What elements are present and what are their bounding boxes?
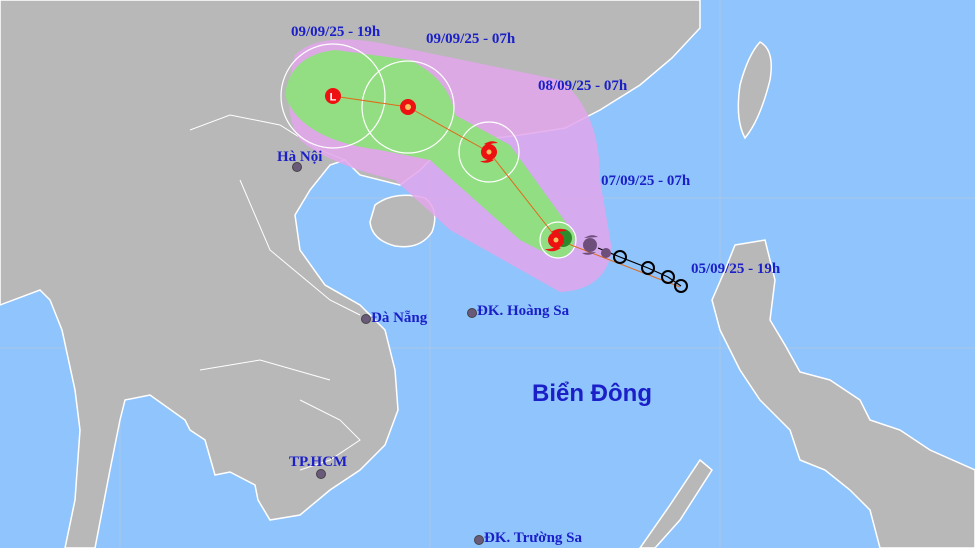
city-marker-da-nang [361, 314, 371, 324]
borders [189, 114, 361, 471]
track-label-09-19h: 09/09/25 - 19h [291, 24, 381, 40]
city-marker-tphcm [316, 469, 326, 479]
past-position-circle-icon [613, 250, 688, 293]
hainan-island [369, 194, 436, 248]
past-storm-icon [582, 235, 611, 258]
marker-hoang-sa [467, 308, 477, 318]
wind-radius-circles [280, 43, 577, 259]
city-marker-ha-noi [292, 162, 302, 172]
taiwan-island [737, 41, 772, 140]
philippines [711, 239, 975, 548]
storm-current-icon [545, 228, 572, 252]
low-pressure-L-icon: L [325, 88, 341, 104]
tropical-depression-icon [400, 99, 416, 115]
city-label-tphcm: TP.HCM [289, 454, 348, 470]
city-label-ha-noi: Hà Nội [277, 149, 323, 165]
storm-icon [480, 141, 498, 163]
svg-text:L: L [330, 92, 337, 104]
track-label-09-07h: 09/09/25 - 07h [426, 31, 516, 47]
label-truong-sa: ĐK. Trường Sa [484, 530, 583, 546]
track-label-05-19h: 05/09/25 - 19h [691, 261, 781, 277]
sea-label-bien-dong: Biển Đông [532, 380, 652, 407]
forecast-cone-inner [285, 50, 575, 258]
track-label-07-07h: 07/09/25 - 07h [601, 173, 691, 189]
label-hoang-sa: ĐK. Hoàng Sa [477, 303, 570, 319]
marker-truong-sa [474, 535, 484, 545]
city-label-da-nang: Đà Nẵng [371, 310, 428, 326]
palawan [639, 458, 713, 548]
track-label-08-07h: 08/09/25 - 07h [538, 78, 628, 94]
